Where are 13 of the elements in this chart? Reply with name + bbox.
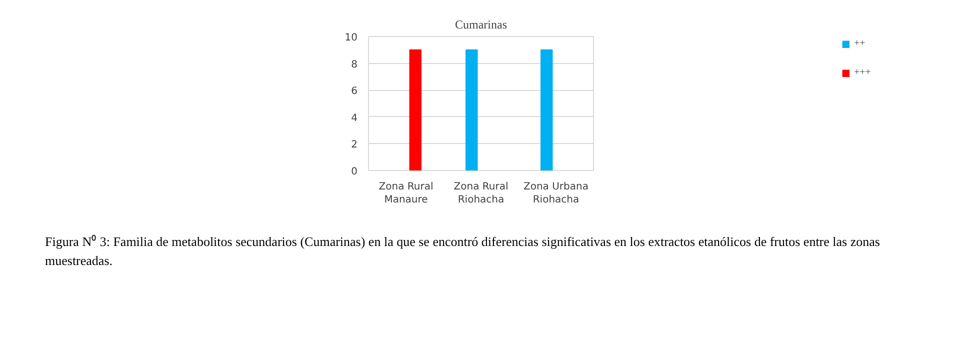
x-tick-label: Zona Rural Riohacha <box>454 182 508 206</box>
text: Figura N⁰ 3: Familia de metabolitos secundarios (Cumarinas) en la que se encontró diferencias significativas en los extractos etanólicos de frutos entre las zonas muestreadas. <box>45 233 881 270</box>
y-tick-label: 4 <box>351 112 358 124</box>
y-tick-label: 8 <box>351 59 358 70</box>
legend-label: ++ <box>854 38 866 49</box>
chart-title: Cumarinas <box>455 18 508 32</box>
x-tick-label: Zona Rural Manaure <box>378 182 434 206</box>
y-tick-label: 10 <box>344 32 358 44</box>
y-tick-label: 6 <box>351 86 358 98</box>
y-tick-label: 2 <box>351 140 358 151</box>
y-tick-label: 0 <box>351 166 358 178</box>
x-tick-label: Zona Urbana Riohacha <box>524 182 589 206</box>
legend-label: +++ <box>854 67 872 78</box>
